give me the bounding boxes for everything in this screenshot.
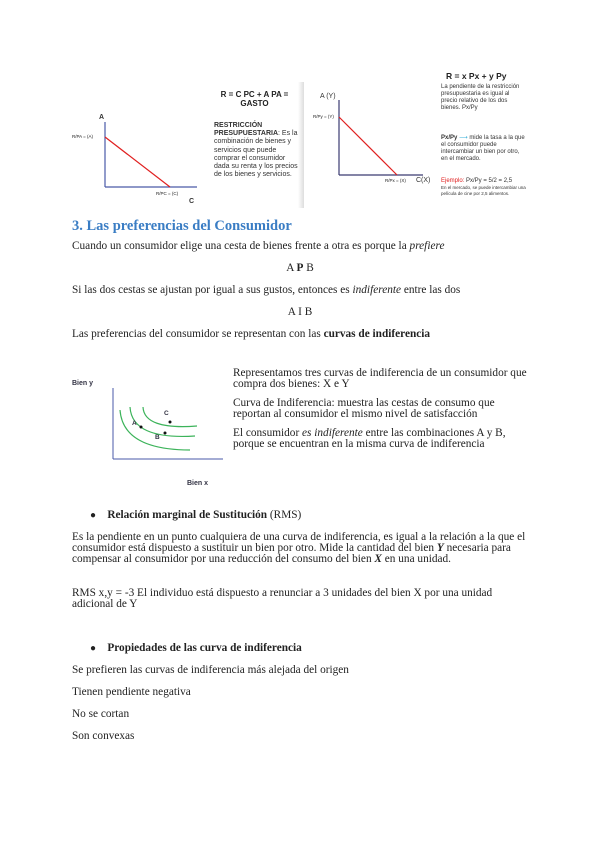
- bullet-icon: ●: [90, 510, 97, 521]
- definition-text: RESTRICCIÓN PRESUPUESTARIA: Es la combin…: [214, 122, 300, 179]
- definition-title: RESTRICCIÓN PRESUPUESTARIA: [214, 122, 279, 138]
- budget-constraint-figure-1: A R/PA = (A) R/PC = (C) C R = C PC + A P…: [72, 82, 304, 208]
- indifference-curves-figure: Bien y Bien x A B C: [70, 370, 230, 495]
- indifference-curve-3: [142, 406, 198, 428]
- var-y: Y: [436, 542, 444, 554]
- text: Es la pendiente en un punto cualquiera d…: [72, 531, 526, 554]
- bold-text: curvas de indiferencia: [323, 328, 431, 340]
- point-label-b: B: [155, 434, 160, 441]
- text: (RMS): [267, 509, 302, 521]
- text: entre las dos: [401, 284, 461, 296]
- example: Ejemplo: Px/Py = 5/2 = 2,5 En el mercado,…: [441, 178, 529, 198]
- formula-line-1: R = C PC + A PA =: [220, 90, 289, 99]
- bullet-rms: ● Relación marginal de Sustitución (RMS): [90, 509, 301, 521]
- italic-text: prefiere: [409, 240, 445, 252]
- paragraph-indifferent: Si las dos cestas se ajustan por igual a…: [72, 284, 460, 296]
- text: A: [286, 262, 297, 274]
- budget-line-chart-1: [104, 122, 197, 188]
- ratio-body: mide la tasa a la que el consumidor pued…: [441, 135, 525, 162]
- x-intercept-label: R/Px = (X): [385, 178, 406, 183]
- explanation-3: El consumidor es indiferente entre las c…: [233, 427, 533, 450]
- indifference-curve-1: [119, 409, 191, 451]
- text: necesaria para compensar al consumidor p…: [72, 542, 511, 565]
- property-item: Son convexas: [72, 730, 135, 742]
- y-intercept-label: R/PA = (A): [72, 134, 94, 139]
- bullet-properties: ● Propiedades de las curva de indiferenc…: [90, 642, 302, 654]
- section-heading: 3. Las preferencias del Consumidor: [72, 218, 292, 234]
- x-intercept-label: R/PC = (C): [156, 191, 179, 196]
- operator: P: [296, 262, 304, 274]
- var-x: X: [374, 553, 382, 565]
- formula-line-2: GASTO: [240, 99, 269, 108]
- bold-text: Relación marginal de Sustitución: [107, 509, 268, 521]
- italic-text: es indiferente: [302, 427, 363, 439]
- text: Las preferencias del consumidor se repre…: [72, 328, 324, 340]
- axis-label-x: Bien x: [187, 480, 209, 487]
- budget-line: [338, 116, 398, 176]
- budget-line: [104, 136, 171, 188]
- text: El consumidor: [233, 427, 303, 439]
- y-intercept-label: R/Py = (Y): [313, 114, 334, 119]
- text: Si las dos cestas se ajustan por igual a…: [72, 284, 353, 296]
- budget-constraint-figure-2: A (Y) R/Py = (Y) R/Px = (X) C(X) R = x P…: [313, 68, 528, 203]
- property-item: Tienen pendiente negativa: [72, 686, 191, 698]
- example-value: Px/Py = 5/2 = 2,5: [466, 178, 513, 184]
- slope-text: La pendiente de la restricción presupues…: [441, 84, 520, 111]
- explanation-2: Curva de Indiferencia: muestra las cesta…: [233, 397, 495, 420]
- axis-label-x: C: [189, 198, 195, 205]
- budget-line-chart-2: [338, 100, 423, 176]
- ratio-label: Px/Py: [441, 135, 458, 141]
- rms-example: RMS x,y = -3 El individuo está dispuesto…: [72, 587, 493, 610]
- text: en una unidad.: [381, 553, 451, 565]
- axis-label-y: A: [99, 114, 105, 121]
- paragraph-curves: Las preferencias del consumidor se repre…: [72, 328, 430, 340]
- point-a: [139, 425, 143, 429]
- rms-definition: Es la pendiente en un punto cualquiera d…: [72, 531, 532, 565]
- point-label-c: C: [164, 410, 169, 417]
- relation-preference: A P B: [0, 262, 600, 274]
- arrow-right-icon: ⟶: [459, 135, 468, 141]
- example-text: En el mercado, se puede intercambiar una…: [441, 184, 526, 196]
- explanation-1: Representamos tres curvas de indiferenci…: [233, 367, 527, 390]
- axis-label-y: A (Y): [320, 93, 336, 100]
- indifference-curve-2: [129, 406, 196, 438]
- text: Cuando un consumidor elige una cesta de …: [72, 240, 410, 252]
- text: B: [303, 262, 314, 274]
- paragraph-prefers: Cuando un consumidor elige una cesta de …: [72, 240, 444, 252]
- property-item: Se prefieren las curvas de indiferencia …: [72, 664, 349, 676]
- definition-body: : Es la combinación de bienes y servicio…: [214, 130, 298, 179]
- axis-label-x: C(X): [416, 177, 431, 184]
- ratio-text: Px/Py ⟶ mide la tasa a la que el consumi…: [441, 135, 526, 163]
- example-label: Ejemplo:: [441, 178, 465, 184]
- indifference-chart: [112, 388, 223, 460]
- italic-text: indiferente: [352, 284, 402, 296]
- point-b: [163, 431, 167, 435]
- point-label-a: A: [132, 420, 137, 427]
- bold-text: Propiedades de las curva de indiferencia: [107, 642, 302, 654]
- curves-explanation: Representamos tres curvas de indiferenci…: [233, 367, 533, 450]
- text: entre las combinaciones A y B, porque se…: [233, 427, 506, 450]
- axis-label-y: Bien y: [72, 380, 94, 387]
- point-c: [168, 420, 172, 424]
- property-item: No se cortan: [72, 708, 130, 720]
- relation-indifference: A I B: [287, 306, 313, 318]
- bullet-icon: ●: [90, 643, 97, 654]
- formula: R = x Px + y Py: [446, 71, 507, 81]
